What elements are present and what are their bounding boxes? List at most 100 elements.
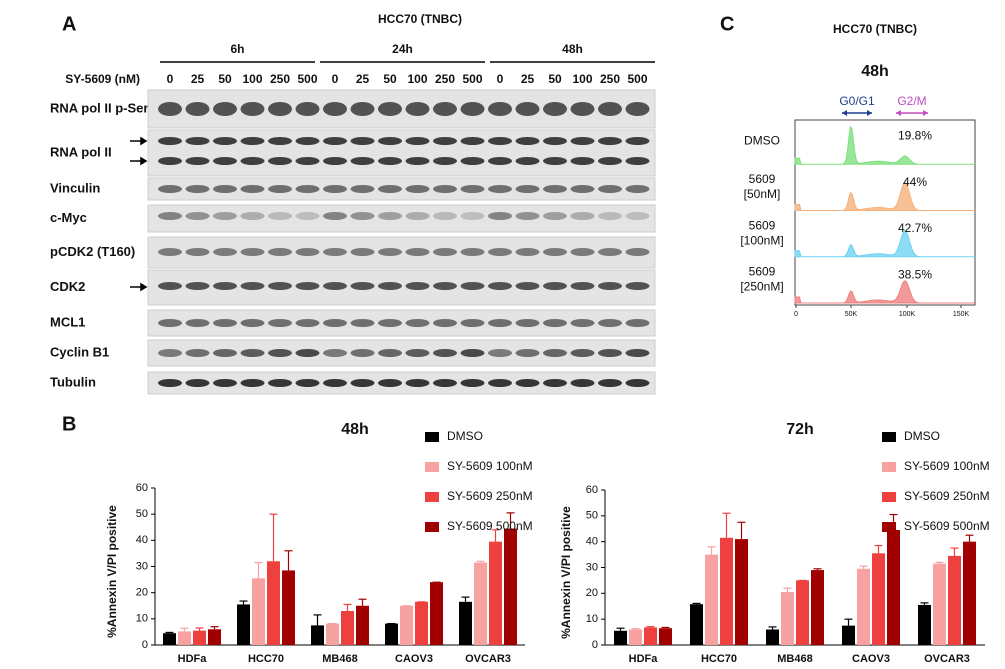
blot-band [378, 102, 402, 116]
timepoint: 48h [562, 42, 583, 56]
dose: 250 [600, 72, 620, 86]
blot-band [185, 349, 210, 357]
blot-band [460, 212, 485, 220]
blot-band [405, 185, 430, 193]
bar [705, 554, 718, 645]
bar [735, 539, 748, 645]
bar [163, 633, 176, 645]
histogram-percent: 42.7% [898, 221, 932, 235]
x-tick-label: 100K [899, 311, 916, 318]
error-bar [722, 512, 731, 538]
blot-band [240, 248, 265, 256]
blot-band [625, 212, 650, 220]
y-axis-label: %Annexin V/PI positive [559, 506, 573, 639]
legend-swatch [425, 492, 439, 502]
error-bar [813, 568, 822, 571]
x-tick-label: OVCAR3 [924, 653, 970, 665]
x-tick-label: CAOV3 [852, 653, 890, 665]
y-tick-label: 60 [136, 482, 148, 494]
blot-band [213, 137, 237, 145]
legend-label: SY-5609 500nM [447, 519, 533, 533]
blot-band [570, 137, 595, 145]
blot-band [460, 319, 485, 327]
blot-band [625, 248, 650, 256]
blot-band [543, 157, 567, 165]
blot-band [185, 319, 210, 327]
panel-letter: A [62, 13, 76, 35]
blot-band [515, 102, 540, 116]
bar [842, 625, 855, 645]
flow-frame [794, 119, 976, 306]
panel-letter: B [62, 413, 76, 435]
error-bar [461, 596, 470, 602]
dose: 250 [435, 72, 455, 86]
blot-band [268, 248, 292, 256]
blot-band [598, 185, 622, 193]
blot-band [405, 212, 430, 220]
blot-band [323, 157, 347, 165]
bar [326, 623, 339, 645]
bar [872, 553, 885, 645]
y-axis-label: %Annexin V/PI positive [105, 505, 119, 638]
blot-band [625, 282, 650, 290]
blot-band [213, 282, 237, 290]
error-bar [965, 534, 974, 542]
bar [629, 629, 642, 645]
blot-band [268, 282, 292, 290]
panel-title: HCC70 (TNBC) [833, 22, 917, 36]
error-bar [491, 529, 500, 542]
blot-band [488, 212, 512, 220]
error-bar [859, 565, 868, 569]
blot-band [625, 319, 650, 327]
bar [474, 562, 487, 645]
blot-label: RNA pol II p-Ser5 [50, 100, 156, 115]
blot-band [323, 212, 347, 220]
blot-band [405, 319, 430, 327]
bar [614, 630, 627, 645]
blot-band [240, 102, 265, 116]
blot-band [295, 102, 320, 116]
sample-label: [250nM] [740, 280, 783, 294]
bar [430, 582, 443, 645]
blot-band [295, 212, 320, 220]
blot-band [378, 137, 402, 145]
x-tick-label: MB468 [777, 653, 812, 665]
blot-band [433, 102, 457, 116]
blot-band [515, 319, 540, 327]
bar [948, 555, 961, 645]
blot-band [323, 319, 347, 327]
blot-band [460, 379, 485, 387]
blot-band [295, 379, 320, 387]
panel-title: HCC70 (TNBC) [378, 12, 462, 26]
x-tick-label: HDFa [629, 653, 659, 665]
legend-label: SY-5609 250nM [447, 489, 533, 503]
sample-label: 5609 [749, 265, 776, 279]
blot-band [460, 282, 485, 290]
blot-band [598, 137, 622, 145]
blot-band [598, 319, 622, 327]
error-bar [284, 550, 293, 571]
y-tick-label: 0 [142, 639, 148, 651]
blot-band [268, 212, 292, 220]
dose: 500 [627, 72, 647, 86]
blot-band [488, 248, 512, 256]
blot-band [598, 212, 622, 220]
gate-label: G2/M [897, 94, 926, 108]
error-bar [358, 598, 367, 606]
legend-label: DMSO [447, 429, 483, 443]
error-bar [631, 628, 640, 630]
bar [252, 578, 265, 645]
blot-band [295, 137, 320, 145]
error-bar [313, 614, 322, 626]
dose: 25 [191, 72, 205, 86]
blot-band [488, 379, 512, 387]
blot-band [543, 349, 567, 357]
blot-band [350, 349, 375, 357]
chart-title: 72h [786, 421, 814, 438]
blot-band [515, 137, 540, 145]
blot-band [185, 212, 210, 220]
bar [720, 537, 733, 645]
y-tick-label: 30 [586, 561, 598, 573]
dose: 0 [167, 72, 174, 86]
blot-band [515, 185, 540, 193]
